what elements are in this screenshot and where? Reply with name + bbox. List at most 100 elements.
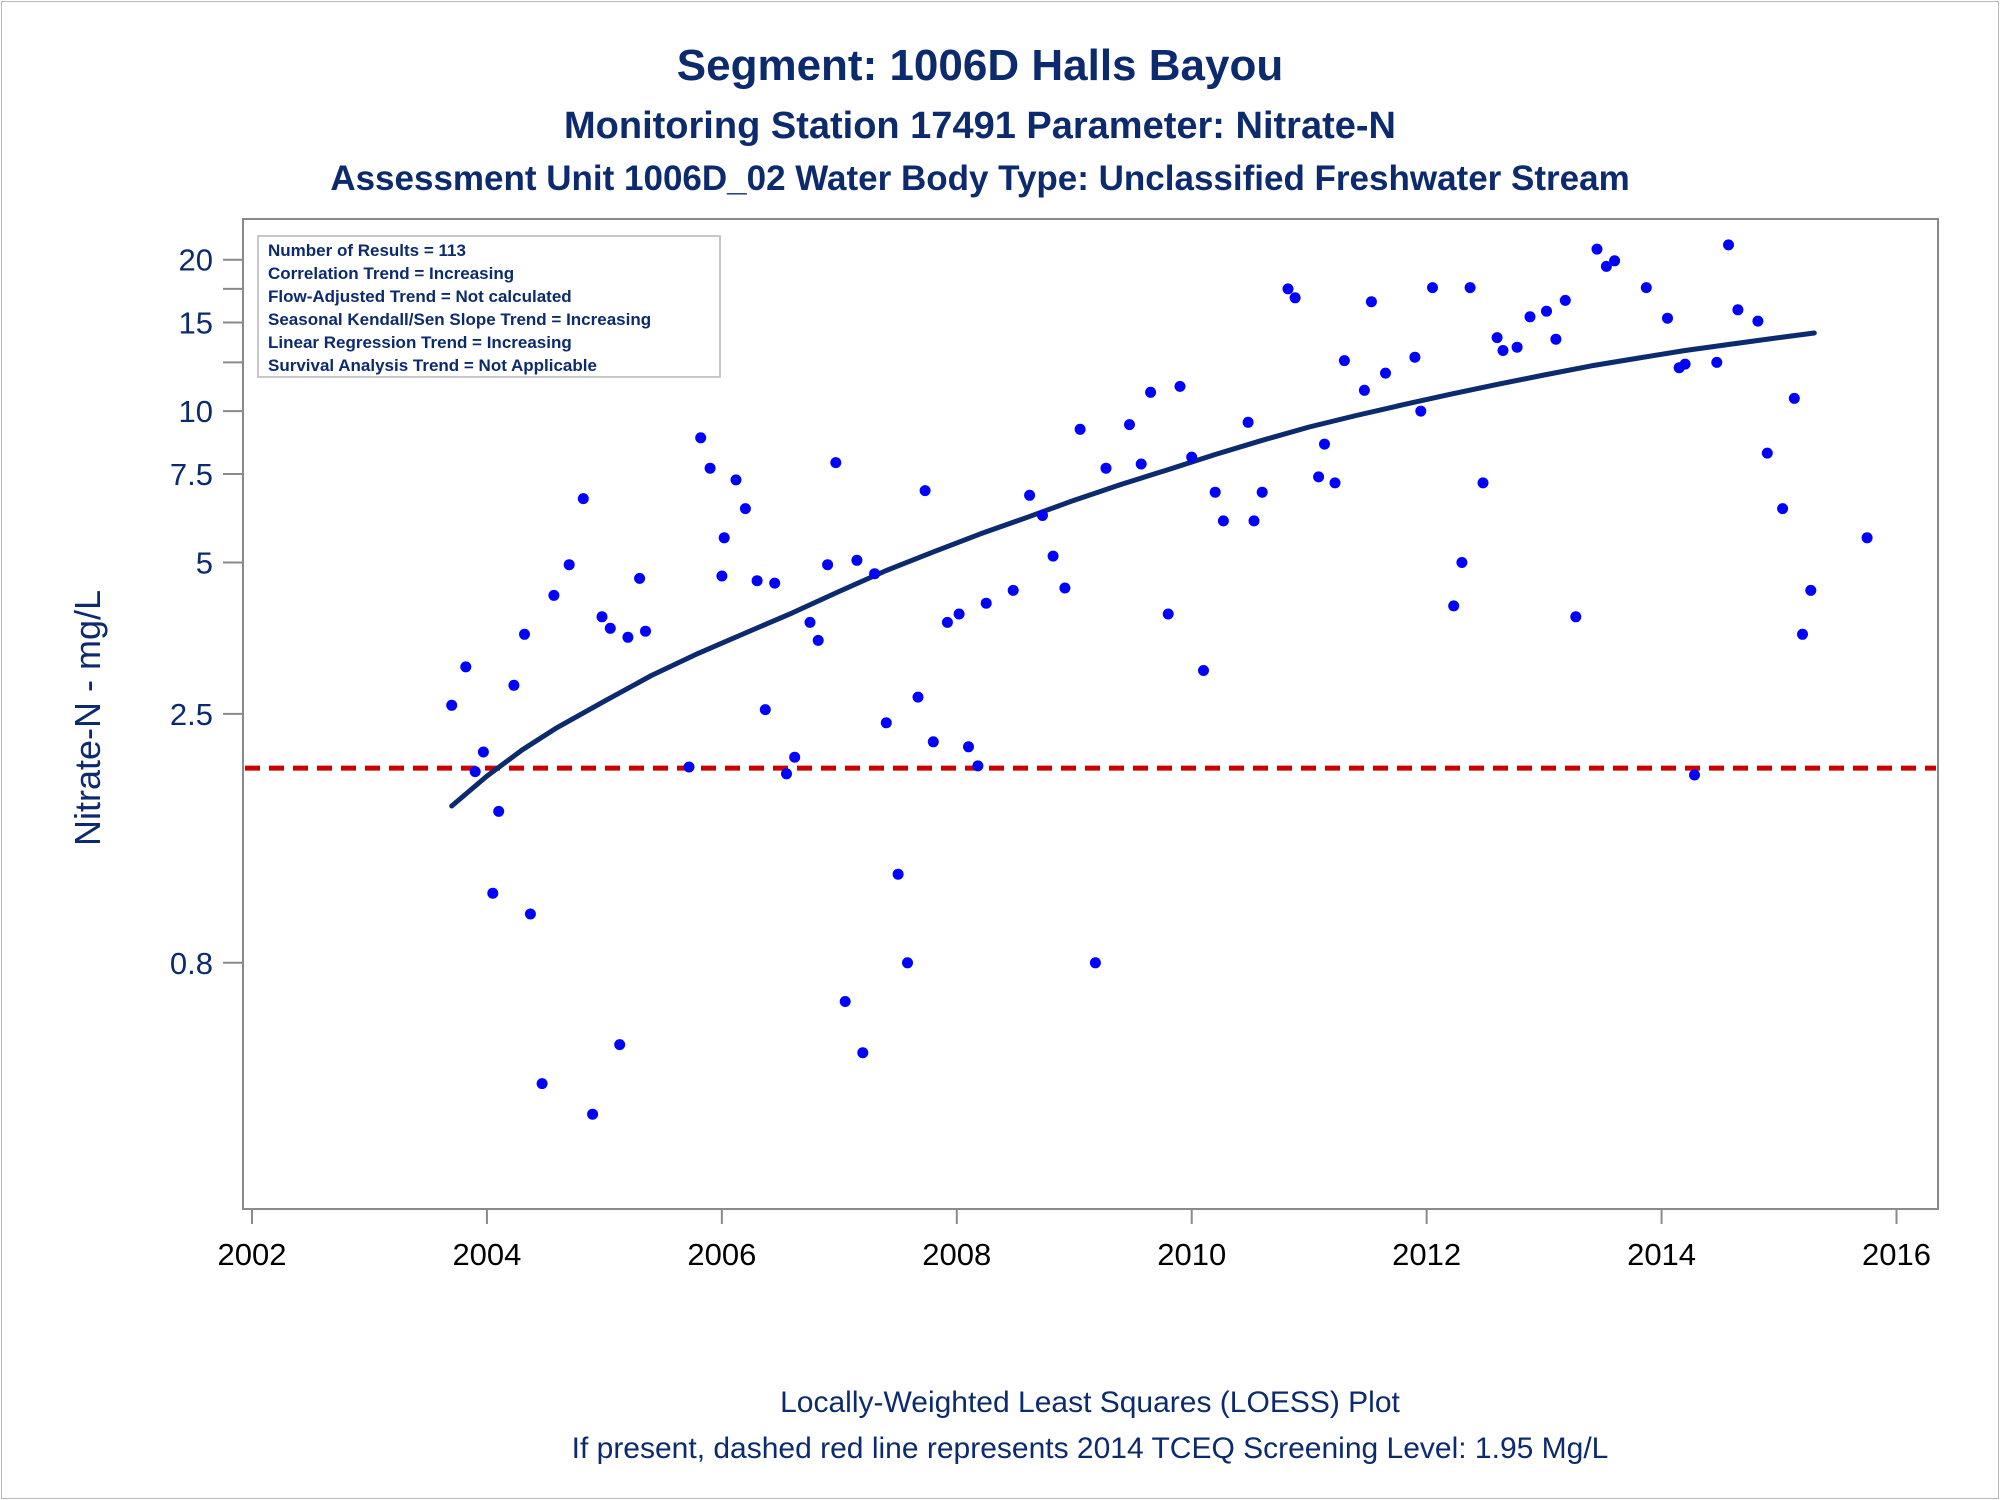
data-point xyxy=(1497,345,1509,356)
data-point xyxy=(519,628,530,640)
data-point xyxy=(1524,311,1536,323)
data-point xyxy=(1723,239,1734,251)
data-point xyxy=(963,741,974,753)
x-tick-label: 2016 xyxy=(1862,1237,1931,1272)
data-point xyxy=(1007,584,1019,596)
data-point xyxy=(902,957,913,969)
data-point xyxy=(1805,584,1817,596)
data-point xyxy=(1100,462,1112,474)
stats-result-count: Number of Results = 113 xyxy=(268,241,466,260)
data-point xyxy=(1313,471,1325,483)
y-tick-label: 5 xyxy=(196,546,213,581)
data-point xyxy=(1448,600,1460,612)
data-point xyxy=(789,751,801,763)
data-point xyxy=(1591,243,1603,255)
data-point xyxy=(1511,341,1523,353)
y-tick-label: 2.5 xyxy=(170,697,213,732)
loess-curve xyxy=(449,330,1817,809)
data-point xyxy=(1570,611,1582,623)
data-point xyxy=(751,575,763,587)
loess-curve-group xyxy=(449,330,1817,809)
x-tick-label: 2012 xyxy=(1392,1237,1461,1272)
data-point xyxy=(718,532,730,544)
data-point xyxy=(704,462,716,474)
x-tick-label: 2014 xyxy=(1627,1237,1696,1272)
data-point xyxy=(1752,315,1764,327)
data-point xyxy=(869,568,881,580)
footnote-screening-level: If present, dashed red line represents 2… xyxy=(572,1432,1609,1465)
data-point xyxy=(927,736,939,748)
data-point xyxy=(1491,332,1503,344)
data-point xyxy=(634,572,646,584)
data-point xyxy=(1089,957,1101,969)
y-tick-label: 15 xyxy=(179,306,213,341)
data-point xyxy=(1329,477,1341,489)
data-point xyxy=(477,746,489,758)
data-point xyxy=(1186,451,1198,463)
data-point xyxy=(1464,282,1476,294)
data-point xyxy=(1365,296,1377,308)
data-point xyxy=(812,634,824,646)
data-point xyxy=(446,699,458,711)
data-point xyxy=(1380,367,1391,379)
stats-survival-analysis-trend: Survival Analysis Trend = Not Applicable xyxy=(268,356,597,375)
x-tick-label: 2008 xyxy=(922,1237,991,1272)
data-point xyxy=(1797,628,1808,640)
data-point xyxy=(1319,438,1330,450)
data-point xyxy=(739,503,751,515)
data-point xyxy=(730,474,742,486)
footnote-loess: Locally-Weighted Least Squares (LOESS) P… xyxy=(780,1386,1400,1419)
x-tick-label: 2002 xyxy=(218,1237,287,1272)
data-point xyxy=(640,625,651,637)
data-point xyxy=(919,485,931,497)
data-point xyxy=(604,622,616,634)
chart-subtitle-station: Monitoring Station 17491 Parameter: Nitr… xyxy=(564,105,1396,147)
data-point xyxy=(851,554,863,566)
chart-subtitle-assessment: Assessment Unit 1006D_02 Water Body Type… xyxy=(330,159,1629,198)
data-point xyxy=(1338,355,1350,367)
data-point xyxy=(1732,304,1744,316)
data-point xyxy=(1162,608,1174,620)
stats-correlation-trend: Correlation Trend = Increasing xyxy=(268,264,514,283)
data-point xyxy=(1289,292,1301,304)
data-point xyxy=(1256,486,1268,498)
data-point xyxy=(1209,486,1221,498)
data-point xyxy=(587,1108,599,1120)
data-point xyxy=(1609,255,1621,267)
data-point xyxy=(1174,380,1186,392)
data-point xyxy=(1777,503,1789,515)
stats-box: Number of Results = 113 Correlation Tren… xyxy=(257,235,721,378)
data-point xyxy=(1541,305,1552,317)
data-point xyxy=(1074,423,1086,435)
data-point xyxy=(1415,405,1427,417)
data-point xyxy=(953,608,965,620)
stats-seasonal-kendall-trend: Seasonal Kendall/Sen Slope Trend = Incre… xyxy=(268,310,651,329)
data-point xyxy=(1124,419,1135,431)
data-point xyxy=(892,868,904,880)
data-point xyxy=(1711,356,1723,368)
data-point xyxy=(1427,282,1438,294)
data-point xyxy=(980,597,992,609)
stats-linear-regression-trend: Linear Regression Trend = Increasing xyxy=(268,333,572,352)
data-point xyxy=(912,691,924,703)
data-point xyxy=(857,1047,869,1059)
x-axis: 2002 2004 2006 2008 2010 2012 2014 2016 xyxy=(218,1209,1931,1272)
x-tick-label: 2010 xyxy=(1157,1237,1226,1272)
data-point xyxy=(716,570,728,582)
data-point xyxy=(941,616,953,628)
data-point xyxy=(1198,665,1209,676)
data-point xyxy=(1456,557,1468,568)
y-tick-label: 0.8 xyxy=(170,946,213,981)
data-point xyxy=(1358,384,1370,396)
data-point xyxy=(563,559,575,571)
y-tick-label: 7.5 xyxy=(170,457,213,492)
data-point xyxy=(524,908,536,920)
data-point xyxy=(880,717,892,729)
data-point xyxy=(1861,532,1873,544)
data-point xyxy=(508,679,520,691)
data-point xyxy=(469,766,481,778)
data-point xyxy=(1047,550,1059,562)
data-point xyxy=(1550,333,1562,345)
data-point xyxy=(1242,416,1254,428)
